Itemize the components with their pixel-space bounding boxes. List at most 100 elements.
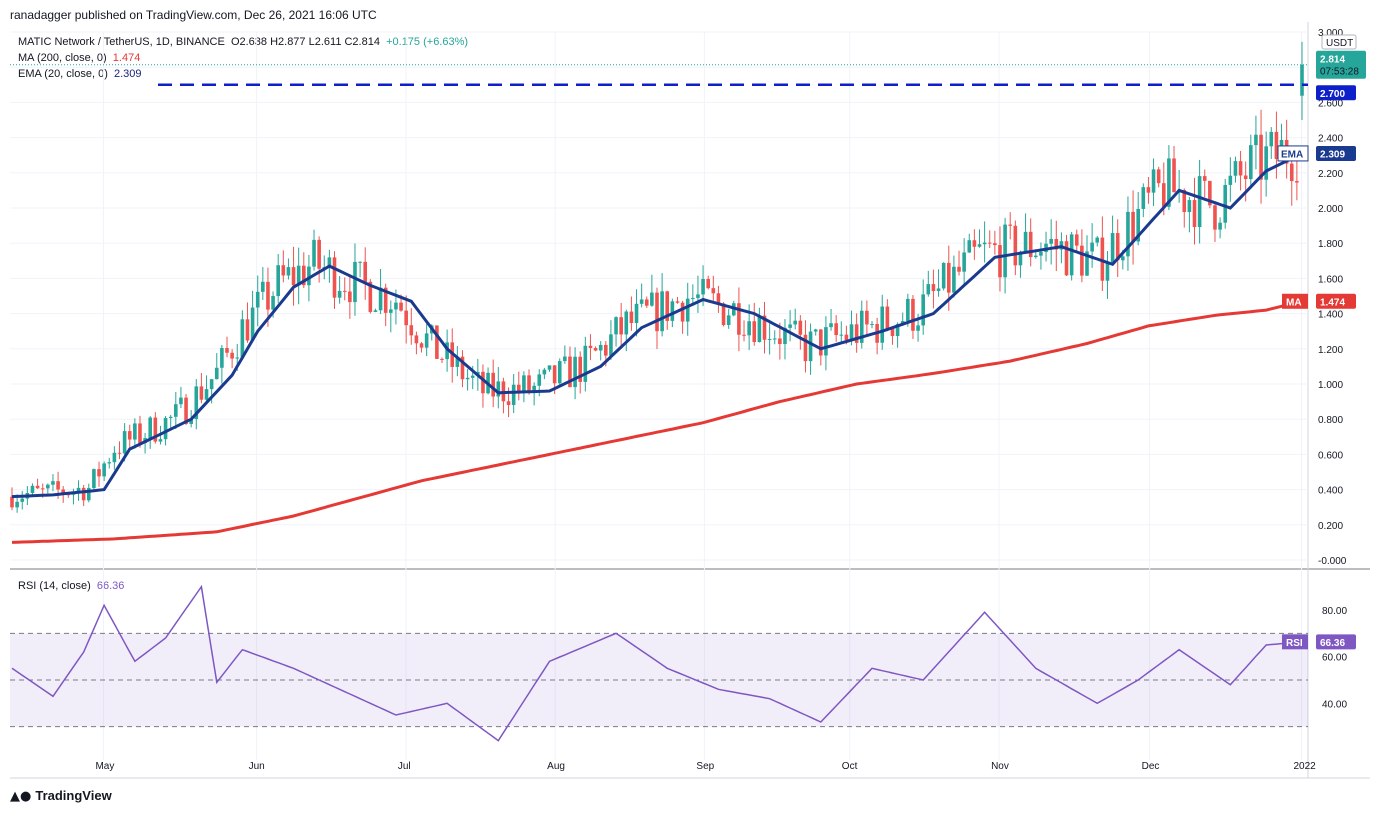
candle-body (926, 284, 931, 295)
ma-legend[interactable]: MA (200, close, 0) 1.474 (18, 52, 140, 64)
candle-body (1100, 237, 1105, 281)
y-tick-label: 0.200 (1318, 521, 1343, 532)
candle-body (383, 287, 388, 313)
candle-body (394, 302, 398, 310)
candle-body (511, 384, 516, 405)
candle-body (1085, 251, 1089, 276)
candle-body (706, 278, 710, 289)
resistance-level (10, 64, 1308, 87)
candle-body (1167, 158, 1171, 207)
candle-body (808, 331, 813, 362)
ohlc-values: O2.638 H2.877 L2.611 C2.814 (230, 36, 380, 48)
candle-body (665, 291, 670, 321)
candle-body (81, 487, 86, 501)
candle-body (685, 298, 690, 322)
candle-body (291, 267, 296, 286)
ma-label-text: MA (1286, 297, 1302, 308)
candle-body (465, 377, 470, 380)
ema-legend[interactable]: EMA (20, close, 0) 2.309 (18, 68, 142, 80)
candle-body (271, 296, 275, 310)
y-tick-label: 0.600 (1318, 450, 1343, 461)
candle-body (179, 397, 183, 405)
candle-body (711, 288, 716, 294)
candle-body (1110, 233, 1115, 263)
publisher-header: ranadagger published on TradingView.com,… (10, 8, 377, 22)
rsi-value-tag-text: 66.36 (1320, 638, 1345, 649)
candle-body (573, 356, 577, 388)
candle-body (783, 327, 787, 345)
candle-body (409, 325, 414, 336)
candle-body (1049, 238, 1053, 244)
candle-body (1295, 181, 1299, 183)
x-tick-label: Sep (696, 761, 714, 772)
candle-body (117, 452, 122, 454)
candle-body (424, 333, 429, 348)
candle-body (1218, 222, 1222, 230)
candle-body (701, 278, 705, 295)
candle-body (1182, 190, 1187, 213)
ma-legend-value: 1.474 (112, 52, 141, 64)
rsi-tick-label: 60.00 (1322, 653, 1347, 664)
candle-body (1300, 64, 1304, 96)
candle-body (10, 496, 14, 508)
candle-body (214, 367, 219, 380)
tradingview-brand[interactable]: ▲● TradingView (10, 788, 112, 804)
candle-body (35, 485, 40, 489)
candle-body (516, 384, 521, 392)
candle-body (358, 261, 362, 263)
candle-body (389, 309, 393, 313)
candle-body (609, 334, 613, 356)
candle-body (839, 334, 844, 336)
currency-box (1321, 34, 1357, 50)
candle-body (957, 266, 961, 272)
candle-body (762, 315, 767, 340)
candle-body (481, 371, 485, 394)
candle-body (849, 324, 854, 341)
candle-body (788, 324, 792, 328)
candle-body (102, 463, 106, 477)
y-tick-label: 0.800 (1318, 415, 1343, 426)
candle-body (527, 375, 531, 392)
candle-body (1028, 231, 1033, 258)
candle-body (1039, 251, 1043, 256)
candle-body (772, 338, 777, 340)
candle-body (245, 319, 250, 341)
candle-body (1269, 131, 1274, 147)
candle-body (829, 323, 833, 328)
candle-body (952, 266, 956, 293)
candle-body (1023, 231, 1028, 252)
candle-body (1213, 205, 1217, 230)
candle-body (1208, 180, 1212, 206)
candle-body (998, 245, 1002, 278)
candle-body (793, 320, 798, 325)
candle-body (163, 418, 168, 440)
candle-body (583, 345, 588, 382)
y-tick-label: 2.600 (1318, 98, 1343, 109)
candle-body (1233, 161, 1238, 176)
candle-body (691, 297, 695, 299)
candle-body (1136, 208, 1140, 242)
candle-body (629, 311, 634, 324)
candle-body (327, 257, 332, 268)
candle-body (542, 369, 547, 375)
rsi-tick-label: 40.00 (1322, 699, 1347, 710)
candle-body (153, 417, 158, 442)
candle-body (296, 265, 301, 286)
candle-body (491, 372, 495, 397)
candle-body (342, 290, 347, 292)
candle-body (532, 385, 536, 392)
candle-body (240, 319, 245, 358)
last-price-text: 2.814 (1320, 55, 1345, 66)
candle-body (737, 303, 741, 335)
candle-body (895, 324, 900, 337)
candle-body (680, 302, 685, 322)
candle-body (404, 310, 408, 326)
candle-body (624, 311, 629, 335)
candle-body (870, 323, 874, 325)
ema-20-line (11, 152, 1303, 499)
candle-body (982, 242, 987, 245)
candle-body (593, 347, 598, 351)
candle-body (900, 321, 905, 325)
